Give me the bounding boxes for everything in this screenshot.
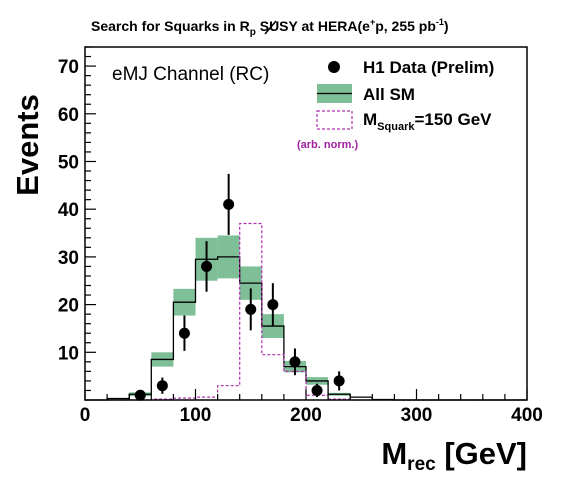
data-point (245, 288, 257, 331)
y-tick-label: 70 (58, 57, 79, 78)
legend-signal-label: MSquark=150 GeV (363, 110, 492, 133)
signal-squark-line (85, 222, 527, 401)
x-axis-label: Mrec [GeV] (381, 436, 527, 475)
data-marker (223, 198, 235, 210)
legend: H1 Data (Prelim) All SM MSquark=150 GeV … (297, 58, 494, 151)
data-point (178, 315, 190, 351)
y-axis-label: Events (10, 94, 45, 196)
y-tick-label: 20 (58, 296, 79, 317)
plot-frame (84, 46, 528, 401)
data-point (201, 241, 213, 292)
x-tick-label: 300 (401, 405, 433, 426)
channel-label: eMJ Channel (RC) (112, 64, 269, 85)
data-point (289, 348, 301, 376)
y-tick-label: 10 (58, 343, 79, 364)
y-tick-label: 30 (58, 248, 79, 269)
data-marker (333, 375, 345, 387)
data-points (134, 173, 345, 401)
data-marker (134, 389, 146, 401)
legend-signal-swatch (316, 110, 353, 130)
legend-signal-note: (arb. norm.) (297, 139, 358, 151)
x-axis-ticks: 0 100 200 300 400 (80, 389, 543, 426)
data-marker (245, 303, 257, 315)
data-marker (201, 260, 213, 272)
data-marker (156, 380, 168, 392)
data-point (333, 371, 345, 391)
rp-slash (264, 20, 277, 35)
data-marker (289, 356, 301, 368)
x-tick-label: 400 (511, 405, 543, 426)
legend-data-label: H1 Data (Prelim) (363, 58, 494, 77)
y-tick-label: 50 (58, 152, 79, 173)
legend-data-marker (328, 61, 340, 73)
legend-sm-label: All SM (363, 85, 415, 104)
y-axis-ticks: 10 20 30 40 50 60 70 (58, 46, 96, 392)
chart-title: Search for Squarks in Rp SUSY at HERA(e+… (91, 17, 449, 38)
data-point (311, 383, 323, 398)
data-point (134, 389, 146, 401)
x-tick-label: 0 (80, 405, 91, 426)
data-marker (311, 384, 323, 396)
data-point (267, 283, 279, 327)
y-tick-label: 60 (58, 105, 79, 126)
x-tick-label: 200 (290, 405, 322, 426)
data-point (223, 173, 235, 235)
data-marker (178, 327, 190, 339)
data-point (156, 377, 168, 394)
y-tick-label: 40 (58, 200, 79, 221)
data-marker (267, 299, 279, 311)
x-tick-label: 100 (180, 405, 212, 426)
